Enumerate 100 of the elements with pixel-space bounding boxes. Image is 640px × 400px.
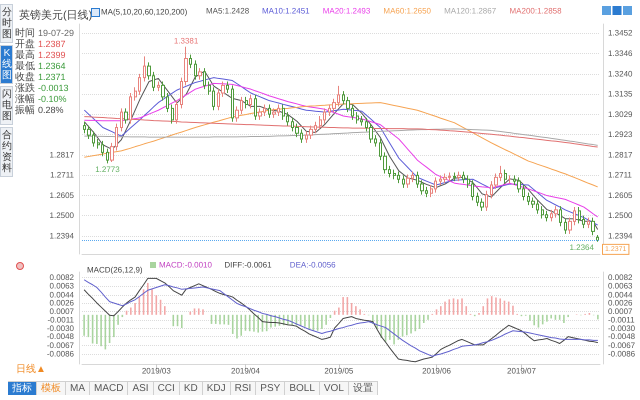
text: 1.2387 (38, 39, 66, 49)
line-series (84, 102, 598, 188)
candlestick (443, 173, 447, 184)
text: MA60:1.2650 (383, 6, 432, 16)
y-tick-label: 1.2817 (608, 150, 634, 160)
candlestick (545, 210, 548, 222)
candlestick (360, 116, 363, 126)
y-tick-label: 0.0063 (50, 282, 75, 291)
annotation: 1.2364 (569, 243, 594, 252)
x-tick-label: 2019/04 (231, 366, 260, 376)
text: DEA:-0.0056 (290, 260, 336, 270)
text: MACD (90, 382, 128, 395)
y-tick-label: 1.2605 (608, 191, 634, 200)
text: KDJ (202, 382, 231, 395)
text: BOLL (285, 382, 320, 395)
candlestick (471, 180, 474, 201)
text: CCI (154, 382, 180, 395)
text: 1.2364 (38, 61, 66, 71)
text: 日线▲ (16, 364, 46, 375)
text: 涨幅 (15, 94, 35, 105)
candlestick (397, 171, 400, 184)
y-tick-label: 1.3346 (608, 49, 634, 58)
candlestick (508, 174, 511, 184)
candlestick (406, 174, 410, 188)
text: K线图 (2, 48, 12, 81)
y-tick-label: 1.2500 (608, 211, 634, 220)
y-tick-label: 1.2394 (608, 231, 634, 240)
annotation: 1.3381 (174, 36, 199, 46)
text: ASI (128, 382, 154, 395)
y-tick-label: 0.0044 (50, 290, 75, 300)
text: 振幅 (15, 105, 35, 116)
candlestick (541, 206, 544, 220)
candlestick (101, 140, 104, 157)
y-tick-label: 1.2711 (608, 170, 632, 180)
text: 设置 (348, 382, 378, 395)
candlestick (457, 171, 461, 182)
text: RSI (230, 382, 256, 395)
y-tick-label: -0.0067 (46, 340, 75, 350)
text: 闪电图 (2, 89, 12, 122)
text: MA200:1.2858 (510, 6, 562, 16)
candlestick (356, 112, 359, 124)
y-tick-label: 1.2923 (608, 130, 634, 140)
text: MA120:1.2867 (444, 6, 497, 16)
text: MA (66, 382, 90, 395)
text: -0.0013 (38, 83, 69, 93)
text: 19-07-29 (38, 28, 74, 38)
text: 时间 (15, 28, 35, 39)
candlestick (175, 100, 178, 124)
text: DIFF:-0.0061 (224, 260, 272, 270)
candlestick (393, 169, 396, 180)
text: 合约资料 (2, 130, 12, 174)
text: 模板 (37, 382, 66, 395)
y-tick-label: 0.0082 (50, 272, 75, 282)
line-series (84, 128, 598, 146)
text: 分时图 (2, 7, 12, 40)
x-tick-label: 2019/05 (324, 366, 354, 376)
y-tick-label: 1.3240 (608, 69, 634, 78)
candlestick (434, 176, 437, 194)
text: MA(5,10,20,60,120,200) (101, 8, 188, 16)
x-tick-label: 2019/07 (506, 366, 536, 376)
text: MA20:1.2493 (322, 6, 371, 16)
annotation: 1.2773 (95, 164, 120, 174)
line-series (84, 116, 598, 148)
candlestick (504, 169, 507, 184)
legend-label: MACD:-0.0010 (159, 260, 212, 270)
candlestick (591, 217, 595, 236)
candlestick (249, 94, 252, 109)
y-tick-label: -0.0011 (47, 315, 75, 324)
text: VOL (320, 382, 349, 395)
candlestick (596, 234, 599, 242)
text: 收盘 (15, 72, 35, 83)
text: MA5:1.2428 (206, 6, 250, 16)
text: 涨跌 (15, 83, 35, 94)
candlestick (578, 206, 581, 224)
text: 开盘 (15, 39, 35, 50)
text: 1.2399 (38, 50, 66, 60)
text: -0.10% (38, 94, 67, 104)
text: 0.28% (38, 105, 64, 115)
y-tick-label: 1.3135 (608, 89, 634, 98)
y-tick-label: 1.3029 (608, 110, 634, 119)
text: 1.2371 (38, 72, 66, 82)
text: MA10:1.2451 (262, 6, 310, 16)
candlestick (309, 125, 313, 140)
y-tick-label: -0.0048 (46, 332, 75, 342)
chart-title: MACD(26,12,9) (87, 266, 143, 274)
y-tick-label: 1.3452 (608, 28, 634, 38)
x-tick-label: 2019/03 (142, 366, 172, 376)
candlestick (272, 108, 276, 118)
candlestick (245, 96, 248, 109)
y-tick-label: 0.0007 (50, 307, 75, 316)
candlestick (171, 104, 174, 124)
x-tick-label: 2019/06 (422, 366, 452, 376)
y-tick-label: 0.0026 (50, 298, 75, 308)
text: PSY (256, 382, 286, 395)
text: 最高 (15, 50, 35, 61)
y-tick-label: -0.0030 (46, 324, 75, 333)
text: 最低 (15, 61, 35, 72)
y-tick-label: -0.0086 (46, 349, 75, 358)
text: 指标 (8, 382, 37, 395)
text: KD (180, 382, 203, 395)
